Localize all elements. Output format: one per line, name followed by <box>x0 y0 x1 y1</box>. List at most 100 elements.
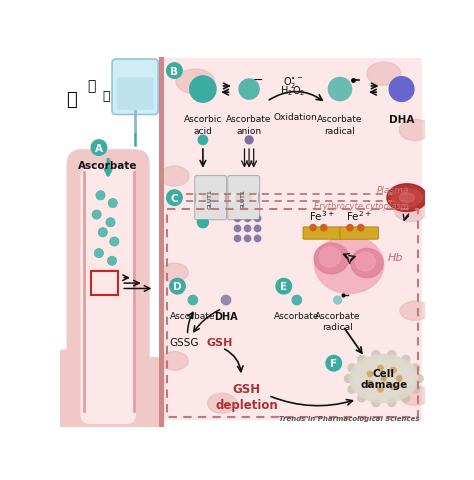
Text: GSSG: GSSG <box>169 337 199 347</box>
Circle shape <box>401 355 410 364</box>
Text: GLUT1: GLUT1 <box>208 188 213 208</box>
Ellipse shape <box>351 249 383 278</box>
Text: $\mathrm{O_2^{\bullet-}}$: $\mathrm{O_2^{\bullet-}}$ <box>283 74 303 89</box>
FancyBboxPatch shape <box>228 203 259 220</box>
Bar <box>159 58 164 427</box>
Ellipse shape <box>356 253 375 271</box>
Ellipse shape <box>315 236 384 294</box>
Ellipse shape <box>399 120 430 141</box>
Circle shape <box>197 216 209 229</box>
Circle shape <box>357 224 365 232</box>
Circle shape <box>198 135 208 146</box>
Text: Cell
damage: Cell damage <box>360 368 408 390</box>
FancyBboxPatch shape <box>303 228 341 240</box>
Circle shape <box>347 363 356 373</box>
Circle shape <box>108 257 117 266</box>
Text: B: B <box>170 66 178 76</box>
Text: D: D <box>173 282 182 291</box>
FancyBboxPatch shape <box>195 203 226 220</box>
Text: F: F <box>330 359 337 369</box>
Circle shape <box>411 385 420 394</box>
Circle shape <box>254 215 261 223</box>
Text: 💊: 💊 <box>66 91 77 109</box>
Circle shape <box>166 63 183 80</box>
Circle shape <box>234 235 241 243</box>
Circle shape <box>275 278 292 295</box>
FancyBboxPatch shape <box>117 78 154 110</box>
FancyBboxPatch shape <box>66 150 150 438</box>
Circle shape <box>325 355 342 372</box>
Circle shape <box>377 365 384 372</box>
Ellipse shape <box>392 189 422 207</box>
Circle shape <box>389 77 415 103</box>
Bar <box>167 210 418 417</box>
Circle shape <box>401 394 410 403</box>
Circle shape <box>220 295 231 306</box>
Text: C: C <box>171 193 178 203</box>
Circle shape <box>254 235 261 243</box>
Text: Fe$^{2+}$: Fe$^{2+}$ <box>346 209 372 223</box>
Bar <box>91 271 118 296</box>
Text: Ascorbate
radical: Ascorbate radical <box>317 115 363 135</box>
Ellipse shape <box>319 247 341 267</box>
Text: Erythrocyte cytoplasm: Erythrocyte cytoplasm <box>314 202 409 210</box>
Text: A: A <box>95 144 103 153</box>
Bar <box>162 59 422 420</box>
Text: Ascorbate: Ascorbate <box>170 311 216 320</box>
Ellipse shape <box>395 201 427 222</box>
Circle shape <box>328 78 352 102</box>
Text: GLUT1: GLUT1 <box>241 188 246 208</box>
Circle shape <box>366 380 374 387</box>
Circle shape <box>166 190 183 207</box>
Circle shape <box>94 249 103 258</box>
FancyBboxPatch shape <box>235 192 252 205</box>
Ellipse shape <box>367 63 401 86</box>
Circle shape <box>415 374 424 384</box>
Circle shape <box>244 235 251 243</box>
Text: E: E <box>280 282 287 291</box>
Circle shape <box>254 225 261 233</box>
Text: −: − <box>253 74 264 87</box>
Ellipse shape <box>400 386 429 406</box>
Circle shape <box>357 394 366 403</box>
Bar <box>61 58 162 427</box>
Circle shape <box>108 199 118 208</box>
Text: Plasma: Plasma <box>377 185 409 194</box>
FancyBboxPatch shape <box>112 60 158 115</box>
FancyBboxPatch shape <box>195 177 226 220</box>
Ellipse shape <box>399 193 415 203</box>
Text: DHA: DHA <box>214 311 238 321</box>
Text: DHA: DHA <box>389 115 414 125</box>
Circle shape <box>96 192 105 201</box>
Circle shape <box>357 355 366 364</box>
Circle shape <box>390 367 397 374</box>
Ellipse shape <box>208 394 237 413</box>
Text: Ascorbate
anion: Ascorbate anion <box>226 115 272 135</box>
Text: 💊: 💊 <box>103 90 110 103</box>
FancyBboxPatch shape <box>81 168 136 424</box>
Ellipse shape <box>161 264 188 282</box>
Circle shape <box>346 224 354 232</box>
Text: Ascorbic
acid: Ascorbic acid <box>184 115 222 135</box>
Circle shape <box>333 296 342 305</box>
Circle shape <box>292 295 302 306</box>
Circle shape <box>309 224 317 232</box>
Circle shape <box>377 386 384 393</box>
Circle shape <box>244 225 251 233</box>
FancyBboxPatch shape <box>228 177 259 220</box>
FancyBboxPatch shape <box>56 349 99 434</box>
Circle shape <box>411 363 420 373</box>
Text: $\mathrm{H_2O_2}$: $\mathrm{H_2O_2}$ <box>280 84 306 98</box>
Text: Hb: Hb <box>388 252 403 263</box>
Circle shape <box>106 218 115 228</box>
Circle shape <box>366 371 374 378</box>
Circle shape <box>371 350 381 360</box>
Ellipse shape <box>350 355 418 403</box>
Circle shape <box>244 215 251 223</box>
FancyBboxPatch shape <box>340 228 378 240</box>
Text: 💊: 💊 <box>87 79 96 93</box>
Ellipse shape <box>161 352 188 371</box>
Circle shape <box>381 376 387 382</box>
Text: Trends in Pharmacological Sciences: Trends in Pharmacological Sciences <box>279 415 419 421</box>
Circle shape <box>371 398 381 408</box>
